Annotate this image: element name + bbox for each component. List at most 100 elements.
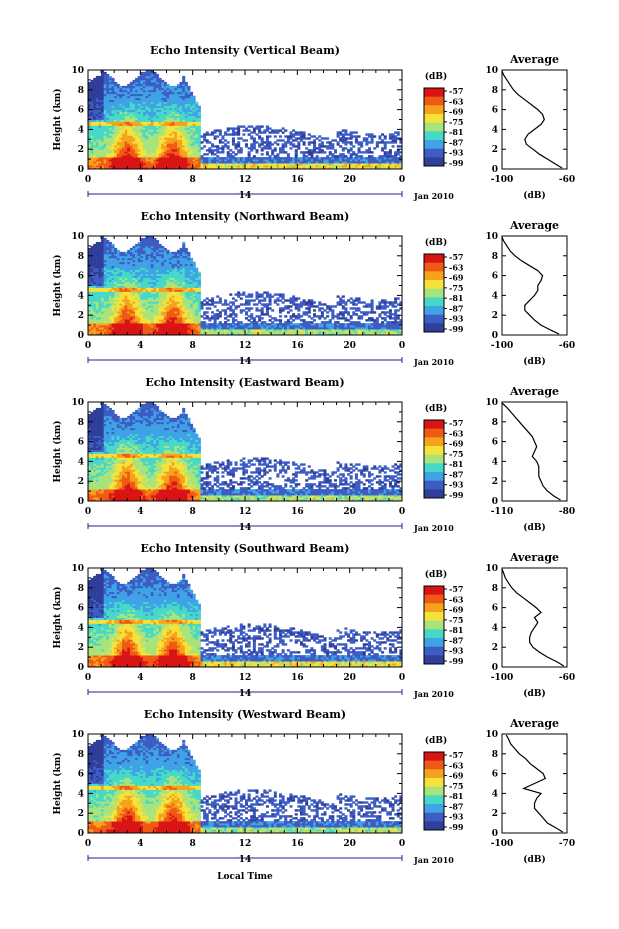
- heatmap-cell: [124, 123, 128, 126]
- heatmap-cell: [95, 113, 99, 116]
- heatmap-cell: [341, 129, 345, 132]
- heatmap-cell: [88, 101, 92, 105]
- heatmap-cell: [192, 165, 196, 168]
- heatmap-cell: [197, 111, 201, 114]
- heatmap-cell: [271, 129, 275, 132]
- heatmap-cell: [111, 133, 115, 136]
- heatmap-cell: [145, 85, 149, 89]
- x-tick-label: 12: [239, 175, 252, 185]
- heatmap-cell: [258, 131, 262, 134]
- heatmap-cell: [101, 117, 105, 120]
- heatmap-cell: [176, 87, 180, 91]
- heatmap-cell: [158, 145, 162, 148]
- heatmap-cell: [218, 141, 222, 144]
- heatmap-cell: [135, 81, 139, 85]
- heatmap-cell: [93, 85, 97, 89]
- heatmap-cell: [190, 145, 194, 148]
- heatmap-cell: [127, 161, 131, 164]
- heatmap-cell: [93, 89, 97, 93]
- heatmap-cell: [101, 91, 105, 95]
- heatmap-cell: [161, 153, 165, 156]
- heatmap-cell: [145, 87, 149, 91]
- heatmap-cell: [182, 119, 186, 122]
- heatmap-cell: [124, 153, 128, 156]
- heatmap-cell: [265, 135, 269, 138]
- heatmap-cell: [166, 89, 170, 93]
- heatmap-cell: [156, 135, 160, 138]
- heatmap-cell: [145, 77, 149, 81]
- heatmap-cell: [166, 87, 170, 91]
- heatmap-cell: [90, 81, 94, 85]
- heatmap-cell: [176, 125, 180, 128]
- heatmap-cell: [294, 131, 298, 134]
- heatmap-cell: [169, 117, 173, 120]
- heatmap-cell: [98, 159, 102, 162]
- heatmap-cell: [135, 101, 139, 105]
- heatmap-cell: [114, 81, 118, 85]
- heatmap-cell: [145, 139, 149, 142]
- heatmap-cell: [95, 155, 99, 158]
- heatmap-cell: [197, 271, 201, 275]
- heatmap-cell: [182, 159, 186, 162]
- heatmap-cell: [386, 151, 390, 154]
- heatmap-cell: [184, 139, 188, 142]
- heatmap-cell: [174, 91, 178, 95]
- heatmap-cell: [163, 163, 167, 166]
- heatmap-cell: [122, 131, 126, 134]
- heatmap-cell: [156, 99, 160, 103]
- heatmap-cell: [129, 137, 133, 140]
- heatmap-cell: [132, 89, 136, 93]
- heatmap-cell: [197, 109, 201, 112]
- heatmap-cell: [158, 119, 162, 122]
- heatmap-cell: [150, 115, 154, 118]
- heatmap-cell: [182, 113, 186, 116]
- heatmap-cell: [195, 119, 199, 122]
- heatmap-cell: [142, 123, 146, 126]
- heatmap-cell: [320, 157, 324, 160]
- heatmap-cell: [302, 131, 306, 134]
- heatmap-cell: [116, 149, 120, 152]
- heatmap-cell: [229, 153, 233, 156]
- heatmap-cell: [142, 103, 146, 107]
- heatmap-cell: [161, 115, 165, 118]
- heatmap-cell: [119, 127, 123, 130]
- heatmap-cell: [88, 163, 92, 166]
- heatmap-cell: [111, 123, 115, 126]
- heatmap-cell: [122, 167, 126, 170]
- heatmap-cell: [174, 93, 178, 97]
- heatmap-cell: [90, 163, 94, 166]
- heatmap-cell: [116, 87, 120, 91]
- heatmap-cell: [119, 155, 123, 158]
- heatmap-cell: [205, 149, 209, 152]
- average-x-tick-label: -100: [491, 175, 514, 185]
- heatmap-cell: [148, 153, 152, 156]
- heatmap-cell: [127, 249, 131, 253]
- heatmap-cell: [252, 163, 256, 166]
- heatmap-cell: [122, 99, 126, 103]
- heatmap-cell: [98, 145, 102, 148]
- heatmap-cell: [205, 139, 209, 142]
- heatmap-cell: [114, 167, 118, 170]
- heatmap-cell: [88, 149, 92, 152]
- heatmap-cell: [108, 117, 112, 120]
- heatmap-cell: [153, 101, 157, 105]
- heatmap-cell: [153, 93, 157, 97]
- heatmap-cell: [98, 167, 102, 170]
- heatmap-cell: [145, 107, 149, 110]
- heatmap-cell: [229, 127, 233, 130]
- heatmap-cell: [88, 97, 92, 101]
- heatmap-cell: [111, 101, 115, 105]
- heatmap-cell: [145, 161, 149, 164]
- heatmap-cell: [119, 97, 123, 101]
- heatmap-cell: [163, 153, 167, 156]
- heatmap-cell: [307, 141, 311, 144]
- heatmap-cell: [137, 95, 141, 99]
- heatmap-cell: [114, 107, 118, 110]
- heatmap-cell: [108, 97, 112, 101]
- heatmap-cell: [182, 79, 186, 83]
- heatmap-cell: [370, 155, 374, 158]
- heatmap-cell: [166, 125, 170, 128]
- heatmap-cell: [132, 113, 136, 116]
- heatmap-cell: [127, 129, 131, 132]
- heatmap-cell: [150, 71, 154, 75]
